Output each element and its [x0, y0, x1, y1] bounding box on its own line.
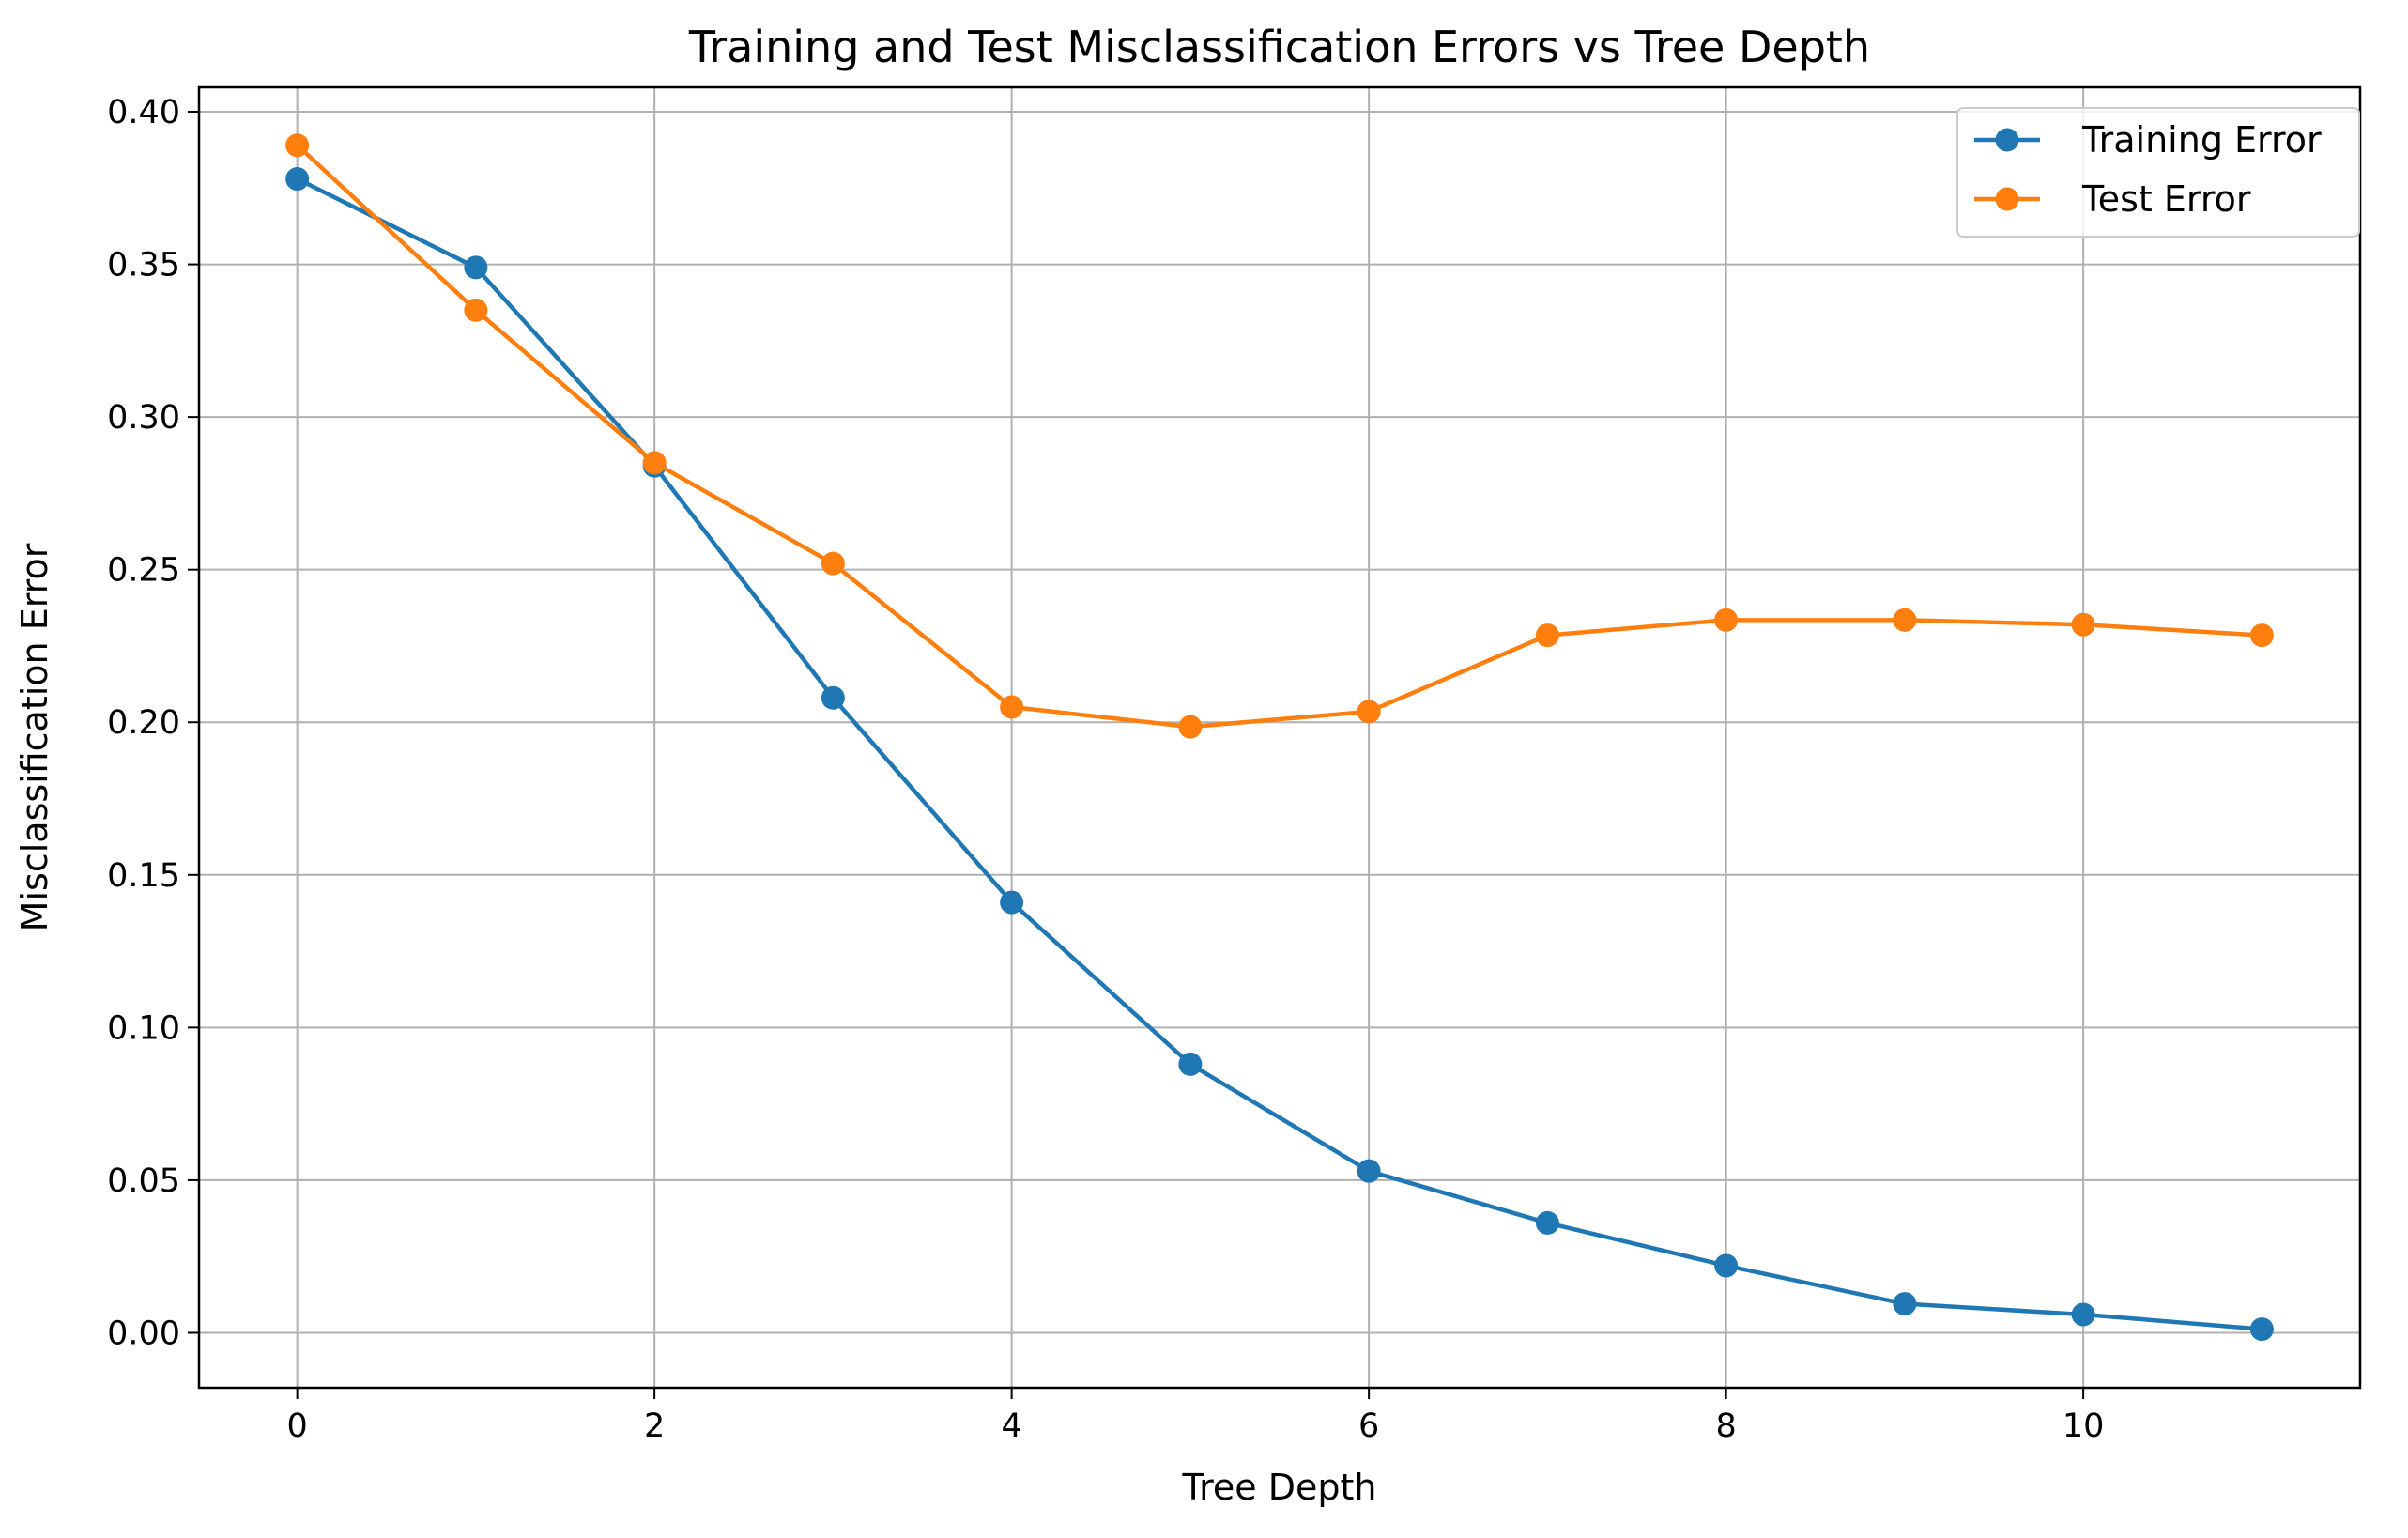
legend-marker [1995, 128, 2019, 152]
data-point [285, 133, 310, 158]
legend: Training Error Test Error [1956, 107, 2360, 238]
series-line [296, 144, 2262, 730]
y-tick-label: 0.05 [107, 1162, 180, 1200]
data-point [2071, 612, 2095, 637]
grid [199, 87, 2360, 1388]
data-point [464, 255, 488, 280]
data-point [1000, 890, 1024, 915]
legend-item: Training Error [1974, 119, 2322, 161]
data-point [1357, 700, 1381, 724]
data-point [2071, 1302, 2095, 1327]
y-tick-label: 0.40 [107, 94, 180, 131]
legend-box [1956, 107, 2360, 238]
x-tick-label: 10 [2063, 1407, 2105, 1445]
plot-series [285, 133, 2274, 1342]
x-axis-title: Tree Depth [1182, 1467, 1377, 1508]
series-test-error [285, 133, 2274, 739]
data-point [2249, 1317, 2274, 1342]
data-point [1535, 1210, 1559, 1235]
data-point [2249, 623, 2274, 648]
chart-title: Training and Test Misclassification Erro… [688, 22, 1870, 72]
data-point [285, 167, 310, 192]
x-tick-label: 0 [286, 1407, 307, 1445]
data-point [1000, 695, 1024, 719]
data-point [1893, 1292, 1917, 1316]
plot-frame [197, 85, 2362, 1390]
legend-label: Test Error [2081, 178, 2251, 220]
y-tick-label: 0.10 [107, 1009, 180, 1047]
y-tick-label: 0.20 [107, 704, 180, 742]
series-line [296, 177, 2262, 1331]
axis-ticks: 0 2 4 6 8 10 0.00 0.05 0.10 0.15 0.20 0.25 0.30 0.35 0… [107, 94, 2104, 1445]
data-point [1893, 608, 1917, 632]
x-tick-label: 6 [1358, 1407, 1379, 1445]
y-tick-label: 0.00 [107, 1315, 180, 1352]
data-point [1714, 1253, 1739, 1278]
y-tick-label: 0.30 [107, 399, 180, 437]
x-tick-label: 4 [1001, 1407, 1021, 1445]
y-tick-label: 0.35 [107, 247, 180, 285]
data-point [464, 298, 488, 322]
x-tick-label: 2 [644, 1407, 665, 1445]
data-point [821, 551, 845, 576]
legend-item: Test Error [1974, 178, 2251, 220]
y-axis-title: Misclassification Error [14, 543, 55, 931]
y-tick-label: 0.15 [107, 857, 180, 895]
x-tick-label: 8 [1715, 1407, 1736, 1445]
data-point [1178, 1052, 1203, 1076]
data-point [1714, 608, 1739, 632]
data-point [1178, 715, 1203, 739]
data-point [642, 451, 667, 475]
data-point [1535, 623, 1559, 648]
data-point [821, 685, 845, 710]
data-point [1357, 1159, 1381, 1183]
legend-label: Training Error [2081, 119, 2322, 161]
y-tick-label: 0.25 [107, 552, 180, 590]
legend-marker [1995, 187, 2019, 211]
